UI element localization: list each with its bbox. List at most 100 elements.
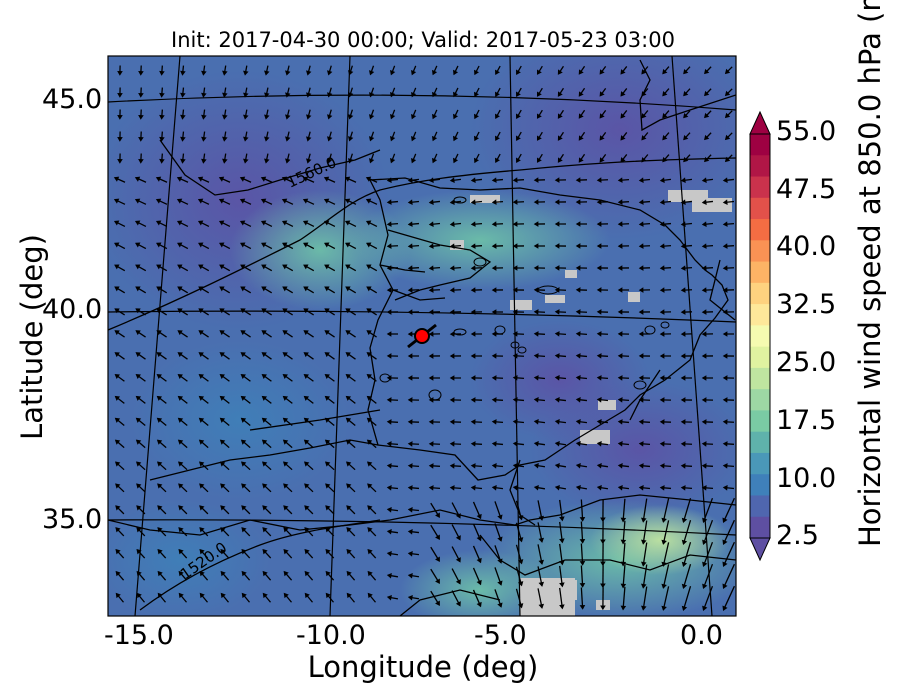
- wind-vector-head: [533, 353, 539, 359]
- colorbar-segment: [750, 219, 770, 241]
- wind-vector-head: [117, 159, 123, 164]
- wind-vector-head: [114, 264, 120, 270]
- wind-vector-head: [512, 177, 518, 183]
- wind-vector-head: [306, 158, 312, 164]
- wind-vector-head: [638, 463, 644, 469]
- colorbar-segment: [750, 474, 770, 496]
- wind-vector-head: [136, 505, 142, 511]
- wind-vector-head: [368, 92, 375, 98]
- wind-vector-head: [327, 92, 333, 98]
- wind-vector-head: [285, 114, 291, 120]
- wind-vector-head: [219, 308, 225, 314]
- wind-vector: [722, 497, 736, 523]
- wind-vector-head: [659, 243, 665, 249]
- wind-vector-head: [240, 373, 246, 379]
- wind-vector-head: [261, 461, 268, 467]
- wind-vector-head: [368, 136, 375, 142]
- colorbar-segment: [750, 176, 770, 199]
- wind-vector-head: [431, 91, 438, 98]
- wind-vector-head: [386, 529, 392, 535]
- wind-vector-head: [261, 308, 267, 314]
- wind-vector-head: [325, 592, 331, 599]
- wind-vector-head: [222, 70, 228, 76]
- wind-vector-head: [431, 135, 438, 142]
- wind-vector: [662, 564, 670, 588]
- wind-vector-head: [368, 114, 375, 120]
- colorbar-segment: [750, 240, 770, 263]
- height-contour-1520: [139, 519, 381, 611]
- wind-vector-head: [455, 601, 461, 607]
- wind-vector-head: [219, 264, 225, 270]
- wind-vector-head: [662, 69, 668, 75]
- wind-vector-head: [198, 286, 204, 292]
- wind-vector-head: [701, 287, 707, 293]
- wind-vector-head: [407, 199, 413, 205]
- wind-vector: [559, 565, 563, 587]
- wind-vector-head: [659, 397, 665, 403]
- wind-vector-head: [702, 561, 708, 568]
- wind-vector-head: [536, 69, 542, 75]
- wind-vector-head: [533, 309, 539, 315]
- wind-vector-head: [596, 199, 602, 205]
- wind-vector-head: [641, 91, 647, 97]
- wind-vector-head: [538, 515, 545, 521]
- wind-vector-head: [680, 265, 686, 271]
- wind-vector-head: [559, 604, 565, 610]
- wind-vector-head: [386, 419, 392, 425]
- wind-vector-head: [241, 505, 247, 511]
- wind-vector-head: [407, 485, 413, 491]
- wind-vector-head: [617, 177, 623, 183]
- wind-vector-head: [407, 551, 413, 557]
- wind-vector: [559, 521, 563, 543]
- wind-vector-head: [366, 330, 372, 336]
- wind-vector: [580, 543, 584, 565]
- wind-vector-head: [222, 136, 228, 142]
- wind-vector-head: [659, 419, 665, 425]
- wind-vector-head: [680, 441, 686, 447]
- wind-vector-head: [638, 331, 644, 337]
- wind-vectors: [113, 65, 736, 612]
- wind-vector-head: [219, 330, 225, 336]
- wind-vector-head: [386, 309, 392, 315]
- colorbar-tick-label: 47.5: [776, 174, 837, 205]
- wind-vector-head: [449, 221, 455, 227]
- wind-vector-head: [599, 135, 605, 141]
- wind-vector-head: [470, 309, 476, 315]
- wind-vector-head: [428, 265, 434, 271]
- wind-vector-head: [260, 198, 267, 204]
- wind-vector-head: [282, 439, 289, 445]
- wind-vector-head: [516, 113, 521, 119]
- wind-vector-head: [199, 505, 205, 511]
- wind-vector-head: [596, 419, 602, 425]
- wind-vector-head: [449, 353, 455, 359]
- wind-vector-head: [533, 397, 539, 403]
- wind-vector-head: [347, 70, 354, 76]
- wind-vector-head: [641, 517, 647, 523]
- wind-vector-head: [156, 439, 163, 445]
- wind-vector-head: [114, 395, 121, 401]
- wind-vector-head: [575, 265, 581, 271]
- wind-vector-head: [324, 373, 330, 379]
- wind-vector-head: [476, 579, 482, 586]
- wind-vector-head: [177, 352, 183, 358]
- wind-vector-head: [117, 93, 123, 98]
- wind-vector-head: [536, 157, 542, 163]
- wind-vector-head: [366, 395, 373, 401]
- wind-vector: [642, 564, 648, 588]
- wind-vector: [722, 541, 736, 567]
- wind-vector-head: [659, 485, 665, 491]
- wind-vector-head: [620, 157, 626, 163]
- wind-vector-head: [178, 505, 184, 511]
- wind-vector-head: [600, 605, 606, 611]
- wind-vector-head: [218, 176, 225, 182]
- wind-vector-head: [533, 419, 539, 425]
- wind-vector-head: [449, 375, 455, 381]
- wind-vector-head: [449, 463, 455, 469]
- wind-vector-head: [681, 583, 688, 589]
- wind-vector-head: [220, 483, 226, 489]
- wind-vector-head: [596, 309, 602, 315]
- wind-vector-head: [159, 114, 165, 120]
- wind-vector-head: [220, 527, 226, 533]
- wind-vector-head: [638, 243, 644, 249]
- wind-vector-head: [157, 527, 163, 533]
